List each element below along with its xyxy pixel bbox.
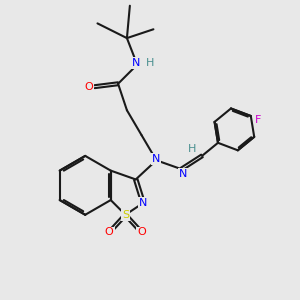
Text: H: H [188, 143, 196, 154]
Text: O: O [137, 227, 146, 237]
Text: H: H [146, 58, 154, 68]
Text: O: O [105, 227, 114, 237]
Text: O: O [85, 82, 94, 92]
Text: S: S [122, 210, 129, 220]
Text: N: N [152, 154, 160, 164]
Text: F: F [255, 116, 261, 125]
Text: N: N [132, 58, 140, 68]
Text: N: N [139, 198, 147, 208]
Text: N: N [179, 169, 187, 178]
